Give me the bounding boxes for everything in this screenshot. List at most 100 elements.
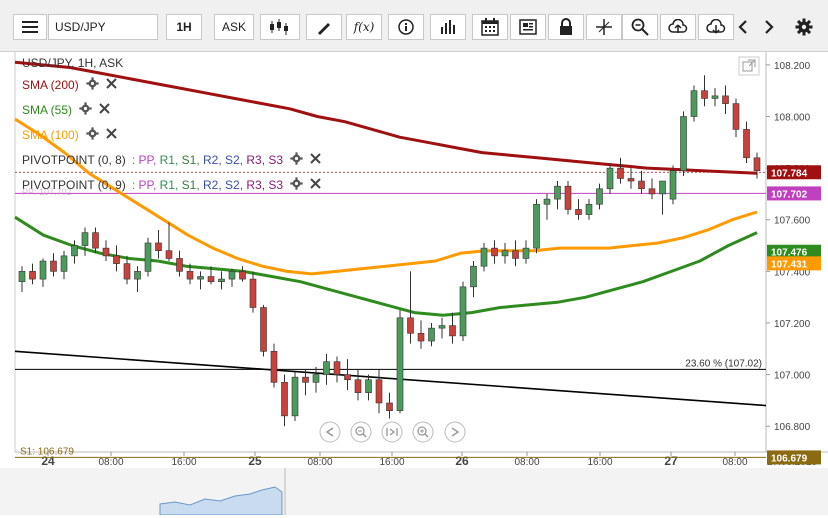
price-tick-label: 107.600: [774, 216, 811, 227]
news-icon[interactable]: [510, 14, 546, 40]
legend-sma55: SMA (55): [22, 102, 110, 118]
close-icon[interactable]: [99, 103, 110, 117]
legend-sma200: SMA (200): [22, 77, 117, 93]
candle-body: [249, 278, 257, 308]
calendar-icon[interactable]: [472, 14, 508, 40]
zoom-out-icon[interactable]: [350, 421, 372, 443]
candle-body: [732, 103, 740, 130]
candle-body: [606, 167, 614, 190]
toolbar: USD/JPY 1H ASK f(x): [0, 0, 828, 52]
candle-body: [596, 188, 603, 205]
price-tick-label: 107.400: [774, 267, 811, 278]
gear-icon[interactable]: [86, 127, 99, 143]
gear-icon[interactable]: [290, 152, 303, 168]
candle-body: [743, 129, 750, 159]
candle-body: [512, 250, 519, 259]
candle-body: [113, 255, 120, 264]
candle-body: [102, 247, 110, 257]
chevron-left-icon[interactable]: [732, 14, 754, 40]
pivot-item-r1: R1,: [159, 178, 182, 192]
volume-bars-icon[interactable]: [430, 14, 466, 40]
candlestick-type-icon[interactable]: [260, 14, 300, 40]
candle-body: [575, 209, 582, 215]
candle-body: [344, 374, 351, 381]
settings-icon[interactable]: [792, 14, 816, 40]
gear-icon[interactable]: [79, 102, 92, 118]
pivot-item-r3: R3,: [246, 153, 269, 167]
candle-body: [29, 271, 36, 280]
candle-body: [407, 317, 414, 334]
close-icon[interactable]: [105, 128, 117, 142]
candle-body: [648, 188, 656, 195]
candle-body: [585, 203, 593, 215]
candle-body: [186, 271, 194, 280]
candle-body: [617, 167, 624, 179]
horizontal-line-label: 23.60 % (107.02): [685, 358, 762, 369]
candle-body: [659, 180, 666, 195]
menu-icon[interactable]: [13, 14, 47, 40]
draw-line-icon[interactable]: [306, 14, 342, 40]
zoom-icon[interactable]: [622, 14, 658, 40]
close-icon[interactable]: [310, 178, 321, 192]
chevron-right-icon[interactable]: [758, 14, 780, 40]
timeframe-button[interactable]: 1H: [166, 14, 202, 40]
crosshair-icon[interactable]: [586, 14, 622, 40]
gear-icon[interactable]: [86, 77, 99, 93]
candle-body: [669, 170, 677, 200]
overview-scrollbar[interactable]: [0, 468, 828, 516]
upload-icon[interactable]: [660, 14, 696, 40]
sma-line: [14, 117, 758, 276]
candle-body: [554, 185, 561, 200]
candle-body: [722, 95, 729, 104]
time-tick-label: 25: [248, 454, 262, 468]
price-label: 107.476: [771, 248, 808, 259]
candle-body: [533, 203, 540, 249]
price-chart[interactable]: 108.200108.000107.800107.600107.400107.2…: [0, 52, 828, 468]
price-label-bg: [767, 244, 821, 259]
candle-body: [176, 258, 183, 272]
pivot-item-s2: S2,: [225, 153, 247, 167]
price-type-button[interactable]: ASK: [214, 14, 254, 40]
zoom-in-icon[interactable]: [412, 421, 434, 443]
price-tick-label: 108.000: [774, 113, 811, 124]
close-icon[interactable]: [310, 153, 321, 167]
candle-body: [302, 376, 309, 383]
symbol-select[interactable]: USD/JPY: [48, 14, 158, 40]
lock-icon[interactable]: [548, 14, 584, 40]
price-tick-label: 107.200: [774, 319, 811, 330]
candle-body: [564, 185, 572, 210]
candle-body: [323, 361, 330, 375]
pivot-item-s1: S1,: [181, 153, 203, 167]
candle-body: [396, 317, 404, 412]
candle-body: [638, 180, 645, 190]
candle-body: [281, 382, 288, 417]
time-tick-label: 16:00: [379, 457, 404, 468]
time-tick-label: 16:00: [587, 457, 612, 468]
time-tick-label: 08:00: [514, 457, 539, 468]
candle-body: [312, 374, 320, 383]
candle-body: [260, 307, 267, 352]
pivot-items: : PP, R1, S1, R2, S2, R3, S3: [131, 178, 284, 192]
price-label-bg: [767, 186, 821, 201]
price-label-bg: [767, 256, 821, 271]
time-tick-label: 08:00: [98, 457, 123, 468]
pivot-items: : PP, R1, S1, R2, S2, R3, S3: [131, 153, 284, 167]
function-icon[interactable]: f(x): [346, 14, 382, 40]
info-icon[interactable]: [388, 14, 424, 40]
candle-body: [92, 232, 99, 249]
close-icon[interactable]: [105, 78, 117, 92]
candle-body: [365, 379, 372, 393]
scroll-left-icon[interactable]: [319, 421, 341, 443]
scroll-right-icon[interactable]: [444, 421, 466, 443]
candle-body: [18, 271, 26, 282]
popout-icon[interactable]: [738, 56, 760, 76]
candle-body: [753, 157, 761, 172]
candle-body: [144, 242, 152, 272]
candle-body: [711, 95, 719, 99]
download-icon[interactable]: [698, 14, 734, 40]
gear-icon[interactable]: [290, 177, 303, 193]
trendline[interactable]: [14, 350, 767, 407]
candle-body: [491, 247, 498, 257]
pivot-item-s2: S2,: [225, 178, 247, 192]
reset-view-icon[interactable]: [381, 421, 403, 443]
